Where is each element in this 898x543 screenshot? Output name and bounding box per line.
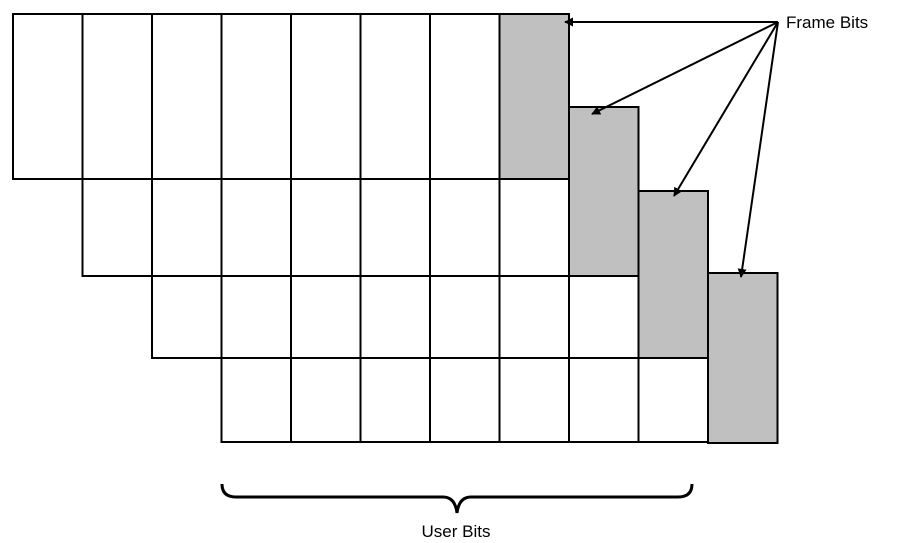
user-bit-cell-row-3-col-7 [568, 275, 640, 359]
user-bit-cell-row-2-col-4 [290, 178, 362, 277]
user-bit-cell-row-1-col-5 [290, 13, 362, 180]
user-bit-cell-row-4-col-2 [290, 357, 362, 443]
user-bit-cell-row-4-col-3 [359, 357, 431, 443]
user-bit-cell-row-4-col-4 [429, 357, 501, 443]
user-bit-cell-row-3-col-1 [151, 275, 223, 359]
user-bit-cell-row-4-col-7 [637, 357, 709, 443]
user-bits-brace [220, 483, 694, 514]
user-bit-cell-row-1-col-4 [220, 13, 292, 180]
user-bit-cell-row-3-col-3 [290, 275, 362, 359]
user-bit-cell-row-4-col-6 [568, 357, 640, 443]
user-bit-cell-row-2-col-3 [220, 178, 292, 277]
user-bit-cell-row-1-col-6 [359, 13, 431, 180]
frame-bit-cell-row-4 [707, 272, 779, 444]
frame-bits-label: Frame Bits [786, 13, 868, 32]
user-bit-cell-row-1-col-2 [81, 13, 153, 180]
user-bit-cell-row-3-col-6 [498, 275, 570, 359]
user-bit-cell-row-2-col-5 [359, 178, 431, 277]
frame-bit-cell-row-1 [498, 13, 570, 180]
frame-bit-cell-row-3 [637, 190, 709, 359]
user-bit-cell-row-2-col-2 [151, 178, 223, 277]
user-bit-cell-row-4-col-1 [220, 357, 292, 443]
user-bit-cell-row-1-col-1 [12, 13, 84, 180]
user-bit-cell-row-4-col-5 [498, 357, 570, 443]
arrow-to-frame-bit-row-4 [737, 21, 779, 278]
user-bit-cell-row-1-col-3 [151, 13, 223, 180]
user-bit-cell-row-3-col-2 [220, 275, 292, 359]
user-bits-label: User Bits [422, 522, 491, 541]
frame-bit-cell-row-2 [568, 106, 640, 277]
arrow-to-frame-bit-row-3 [673, 21, 779, 197]
arrow-to-frame-bit-row-2 [591, 21, 779, 115]
user-bit-cell-row-2-col-6 [429, 178, 501, 277]
user-bit-cell-row-3-col-4 [359, 275, 431, 359]
frame-bits-pointer-arrows [564, 17, 779, 278]
user-bit-cell-row-1-col-7 [429, 13, 501, 180]
bit-grid [12, 13, 779, 444]
user-bit-cell-row-3-col-5 [429, 275, 501, 359]
user-bit-cell-row-2-col-1 [81, 178, 153, 277]
user-bit-cell-row-2-col-7 [498, 178, 570, 277]
